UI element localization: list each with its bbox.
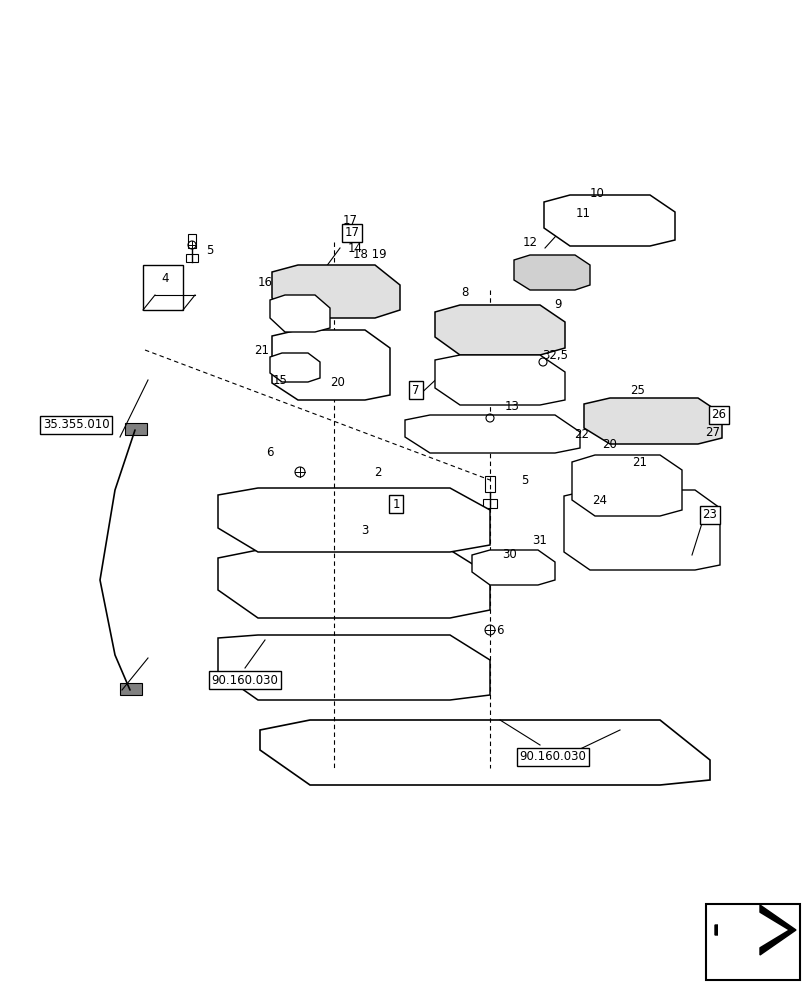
Text: 8: 8: [461, 286, 468, 300]
Text: 18 19: 18 19: [353, 248, 386, 261]
Bar: [483, 499, 496, 508]
Bar: [484, 476, 495, 492]
Bar: [705, 904, 799, 980]
Polygon shape: [571, 455, 681, 516]
Polygon shape: [270, 353, 320, 382]
Polygon shape: [272, 265, 400, 318]
Bar: [120, 683, 142, 695]
Text: 2: 2: [374, 466, 381, 479]
Text: 23: 23: [702, 508, 717, 522]
Polygon shape: [543, 195, 674, 246]
Text: 20: 20: [330, 376, 345, 389]
Text: 30: 30: [502, 548, 517, 562]
Text: 35.355.010: 35.355.010: [43, 418, 109, 432]
Text: 5: 5: [521, 474, 528, 487]
Bar: [143, 265, 182, 310]
Text: 3: 3: [361, 524, 368, 536]
Text: 24: 24: [592, 493, 607, 506]
Text: 13: 13: [504, 400, 519, 414]
Polygon shape: [405, 415, 579, 453]
Text: 27: 27: [705, 426, 719, 438]
Text: 26: 26: [710, 408, 726, 422]
Text: 4: 4: [161, 271, 169, 284]
Polygon shape: [217, 488, 489, 552]
Text: 32,5: 32,5: [541, 349, 568, 361]
Text: 6: 6: [266, 446, 273, 458]
Polygon shape: [217, 550, 489, 618]
Polygon shape: [260, 720, 709, 785]
Text: 90.160.030: 90.160.030: [212, 674, 278, 686]
Text: 28: 28: [710, 408, 724, 422]
Polygon shape: [471, 550, 554, 585]
Text: 25: 25: [630, 383, 645, 396]
Text: 20: 20: [602, 438, 616, 452]
Text: 10: 10: [589, 187, 603, 200]
Text: 6: 6: [496, 624, 503, 636]
Text: 7: 7: [412, 383, 419, 396]
Polygon shape: [564, 490, 719, 570]
Bar: [186, 254, 198, 262]
Polygon shape: [435, 355, 564, 405]
Text: 21: 21: [254, 344, 269, 357]
Polygon shape: [217, 635, 489, 700]
Text: 31: 31: [532, 534, 547, 546]
Text: 12: 12: [521, 235, 537, 248]
Bar: [125, 423, 147, 435]
Polygon shape: [583, 398, 721, 444]
Text: 5: 5: [206, 243, 213, 256]
Text: 15: 15: [272, 373, 287, 386]
Text: 17: 17: [342, 214, 357, 227]
Text: 11: 11: [575, 207, 590, 220]
Polygon shape: [272, 330, 389, 400]
Polygon shape: [714, 905, 795, 955]
Text: 14: 14: [347, 241, 362, 254]
Bar: [556, 209, 575, 225]
Polygon shape: [270, 295, 329, 332]
Text: 9: 9: [554, 298, 561, 312]
Polygon shape: [435, 305, 564, 355]
Text: 90.160.030: 90.160.030: [519, 750, 586, 764]
Text: 1: 1: [392, 497, 399, 510]
Polygon shape: [513, 255, 590, 290]
Bar: [188, 234, 195, 248]
Text: 21: 21: [632, 456, 646, 468]
Text: 22: 22: [574, 428, 589, 442]
Text: 17: 17: [344, 227, 359, 239]
Text: 16: 16: [257, 275, 272, 288]
Polygon shape: [717, 910, 787, 950]
